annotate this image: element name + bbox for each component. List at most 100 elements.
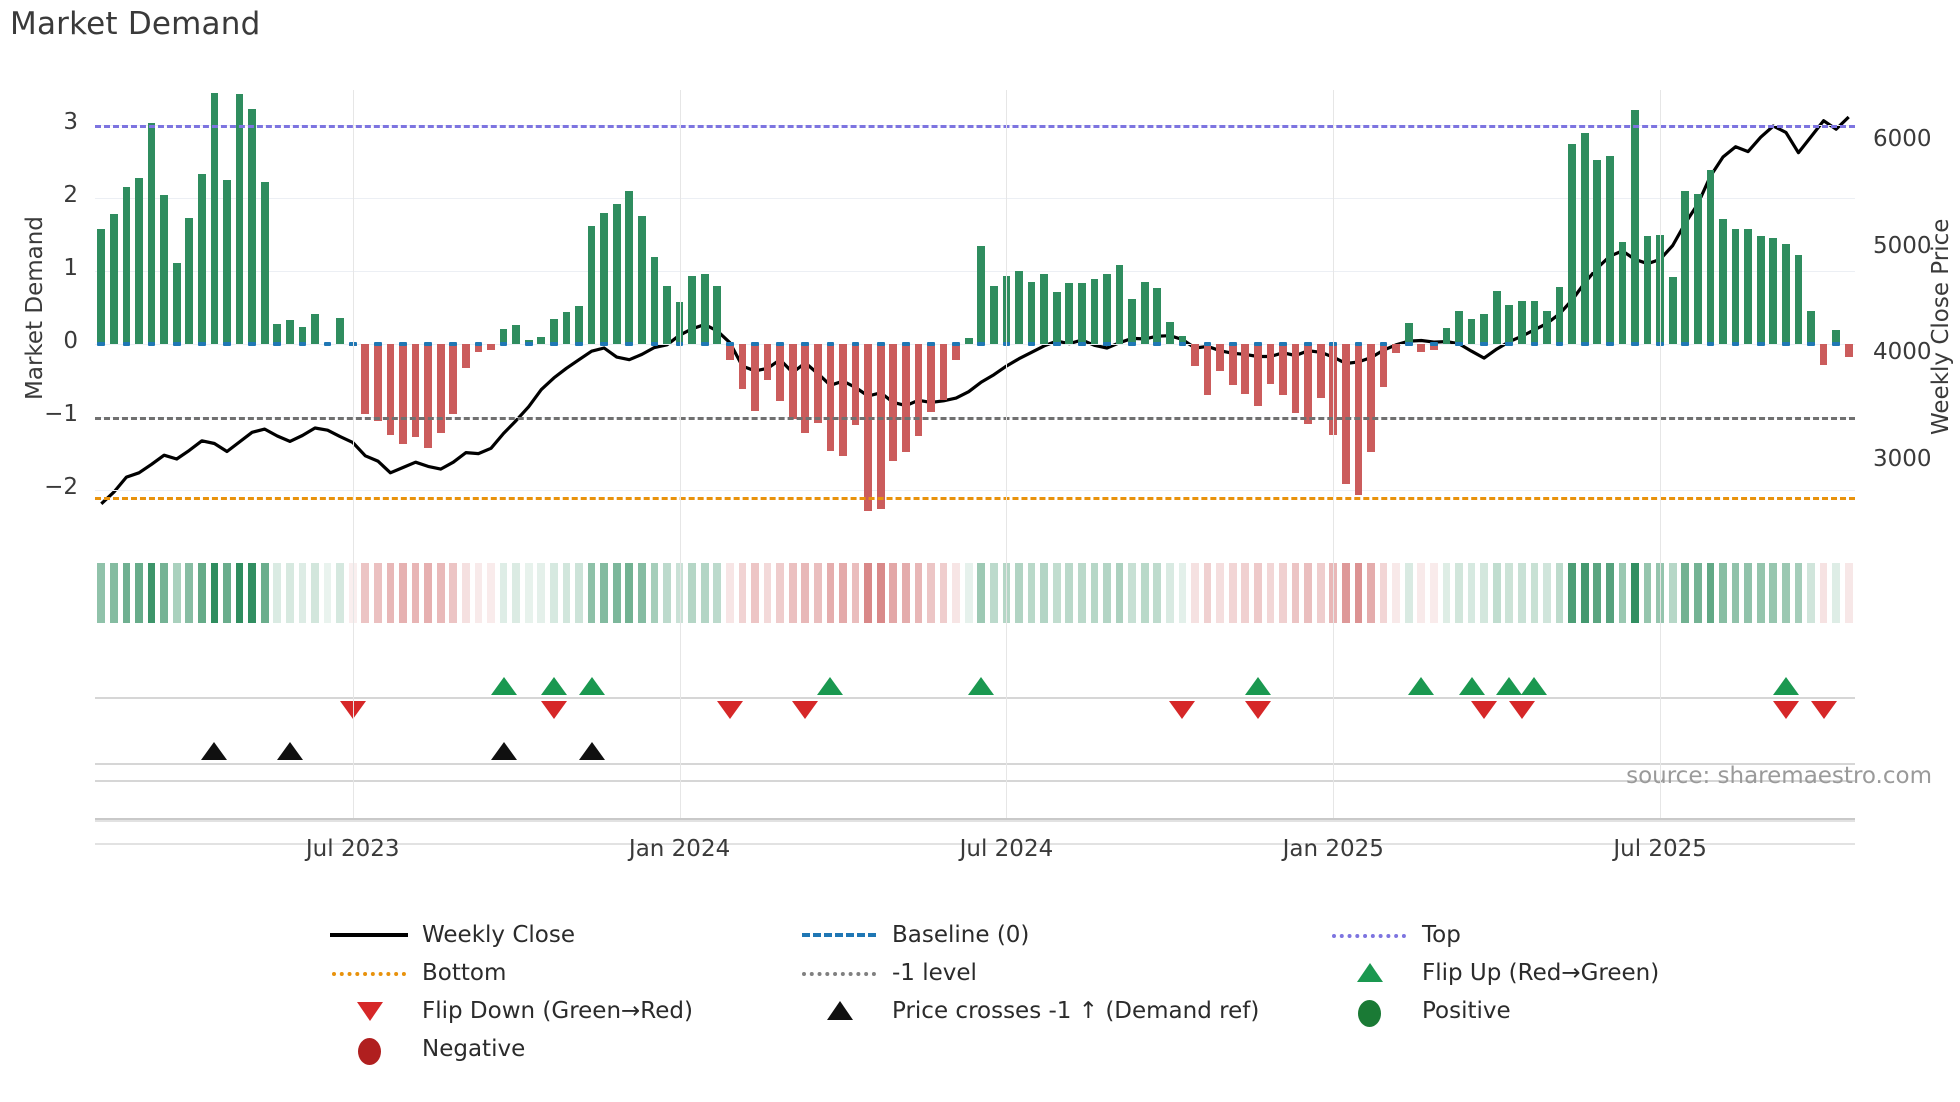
demand-bar-negative: [1228, 344, 1237, 386]
demand-bar-positive: [549, 318, 558, 345]
legend-item[interactable]: Bottom: [330, 958, 506, 988]
heat-cell: [625, 563, 634, 623]
heat-cell: [763, 563, 772, 623]
baseline-segment: [952, 342, 961, 347]
grid-line: [95, 344, 1855, 346]
demand-bar-negative: [776, 344, 785, 402]
heat-cell: [298, 563, 307, 623]
heat-cell: [1417, 563, 1426, 623]
heat-cell: [600, 563, 609, 623]
baseline-segment: [399, 342, 407, 347]
demand-bar-negative: [738, 344, 747, 390]
demand-bar-negative: [788, 344, 797, 420]
baseline-segment: [172, 342, 181, 347]
demand-bar-negative: [1379, 344, 1388, 387]
heat-cell: [1027, 563, 1036, 623]
heat-cell: [1517, 563, 1526, 623]
heat-cell: [1656, 563, 1665, 623]
baseline-segment: [901, 342, 910, 347]
heat-cell: [411, 563, 420, 623]
demand-bar-negative: [813, 344, 822, 424]
heat-cell: [185, 563, 194, 623]
heat-cell: [713, 563, 722, 623]
heat-cell: [122, 563, 131, 623]
baseline-segment: [826, 342, 835, 347]
heat-cell: [1593, 563, 1602, 623]
heat-cell: [1077, 563, 1086, 623]
legend-key: [330, 962, 408, 984]
heat-cell: [499, 563, 508, 623]
flip-down-marker: [1471, 701, 1498, 719]
baseline-segment: [1807, 342, 1815, 347]
legend-item[interactable]: Flip Up (Red→Green): [1330, 958, 1659, 988]
demand-bar-positive: [1505, 304, 1514, 345]
demand-bar-negative: [461, 344, 470, 369]
heat-cell: [1040, 563, 1049, 623]
baseline-segment: [1178, 342, 1187, 347]
demand-bar-positive: [1769, 238, 1778, 345]
baseline-segment: [1103, 342, 1111, 347]
baseline-segment: [424, 342, 433, 347]
legend-label: Positive: [1422, 998, 1511, 1024]
heat-cell: [235, 563, 244, 623]
heat-cell: [1555, 563, 1564, 623]
heat-cell: [1266, 563, 1275, 623]
demand-bar-negative: [826, 344, 835, 451]
positive-dot-icon: [1358, 1000, 1381, 1027]
demand-bar-positive: [311, 313, 319, 345]
legend-item[interactable]: Price crosses -1 ↑ (Demand ref): [800, 996, 1259, 1026]
demand-bar-negative: [1316, 344, 1325, 399]
flip-up-marker: [540, 677, 567, 695]
heat-cell: [1643, 563, 1652, 623]
heat-cell: [1505, 563, 1514, 623]
demand-bar-positive: [1543, 310, 1551, 345]
heat-cell: [109, 563, 118, 623]
legend-item[interactable]: Flip Down (Green→Red): [330, 996, 693, 1026]
baseline-segment: [373, 342, 382, 347]
baseline-segment: [1505, 342, 1514, 347]
heat-cell: [1455, 563, 1463, 623]
legend-item[interactable]: Negative: [330, 1034, 525, 1065]
price-cross-marker: [276, 742, 303, 760]
flip-down-marker: [1810, 701, 1837, 719]
baseline-segment: [1631, 342, 1639, 347]
baseline-segment: [298, 342, 307, 347]
legend-label: Flip Down (Green→Red): [422, 998, 693, 1024]
heat-cell: [1191, 563, 1199, 623]
demand-bar-positive: [1668, 277, 1677, 345]
x-tick-label: Jul 2023: [305, 836, 400, 862]
demand-bar-positive: [1618, 242, 1627, 345]
flip-up-icon: [1357, 963, 1383, 982]
flip-down-marker: [716, 701, 743, 719]
cross-row-divider: [95, 763, 1855, 765]
demand-bar-negative: [1367, 344, 1375, 453]
demand-bar-positive: [1077, 282, 1086, 345]
demand-bar-negative: [952, 344, 961, 361]
heat-cell: [1618, 563, 1627, 623]
x-tick-label: Jul 2025: [1613, 836, 1707, 862]
demand-bar-positive: [298, 326, 307, 345]
baseline-segment: [273, 342, 282, 347]
demand-bar-negative: [889, 344, 898, 461]
reference-line-bottom: [95, 497, 1855, 501]
heat-cell: [1781, 563, 1790, 623]
heat-cell: [1706, 563, 1715, 623]
demand-bar-positive: [1706, 169, 1715, 345]
legend-item[interactable]: Positive: [1330, 996, 1511, 1027]
x-tick-mark: [1660, 90, 1662, 818]
demand-bar-positive: [1719, 218, 1727, 345]
demand-bar-positive: [1631, 110, 1639, 345]
baseline-segment: [1153, 342, 1162, 347]
heat-cell: [1744, 563, 1753, 623]
heat-cell: [663, 563, 671, 623]
baseline-segment: [927, 342, 935, 347]
baseline-segment: [1656, 342, 1665, 347]
demand-bar-positive: [122, 187, 131, 345]
legend-label: -1 level: [892, 960, 977, 986]
legend-item[interactable]: Top: [1330, 920, 1461, 950]
demand-bar-positive: [575, 306, 583, 345]
heat-cell: [1480, 563, 1489, 623]
legend-item[interactable]: Baseline (0): [800, 920, 1029, 950]
legend-item[interactable]: -1 level: [800, 958, 977, 988]
legend-item[interactable]: Weekly Close: [330, 920, 575, 950]
